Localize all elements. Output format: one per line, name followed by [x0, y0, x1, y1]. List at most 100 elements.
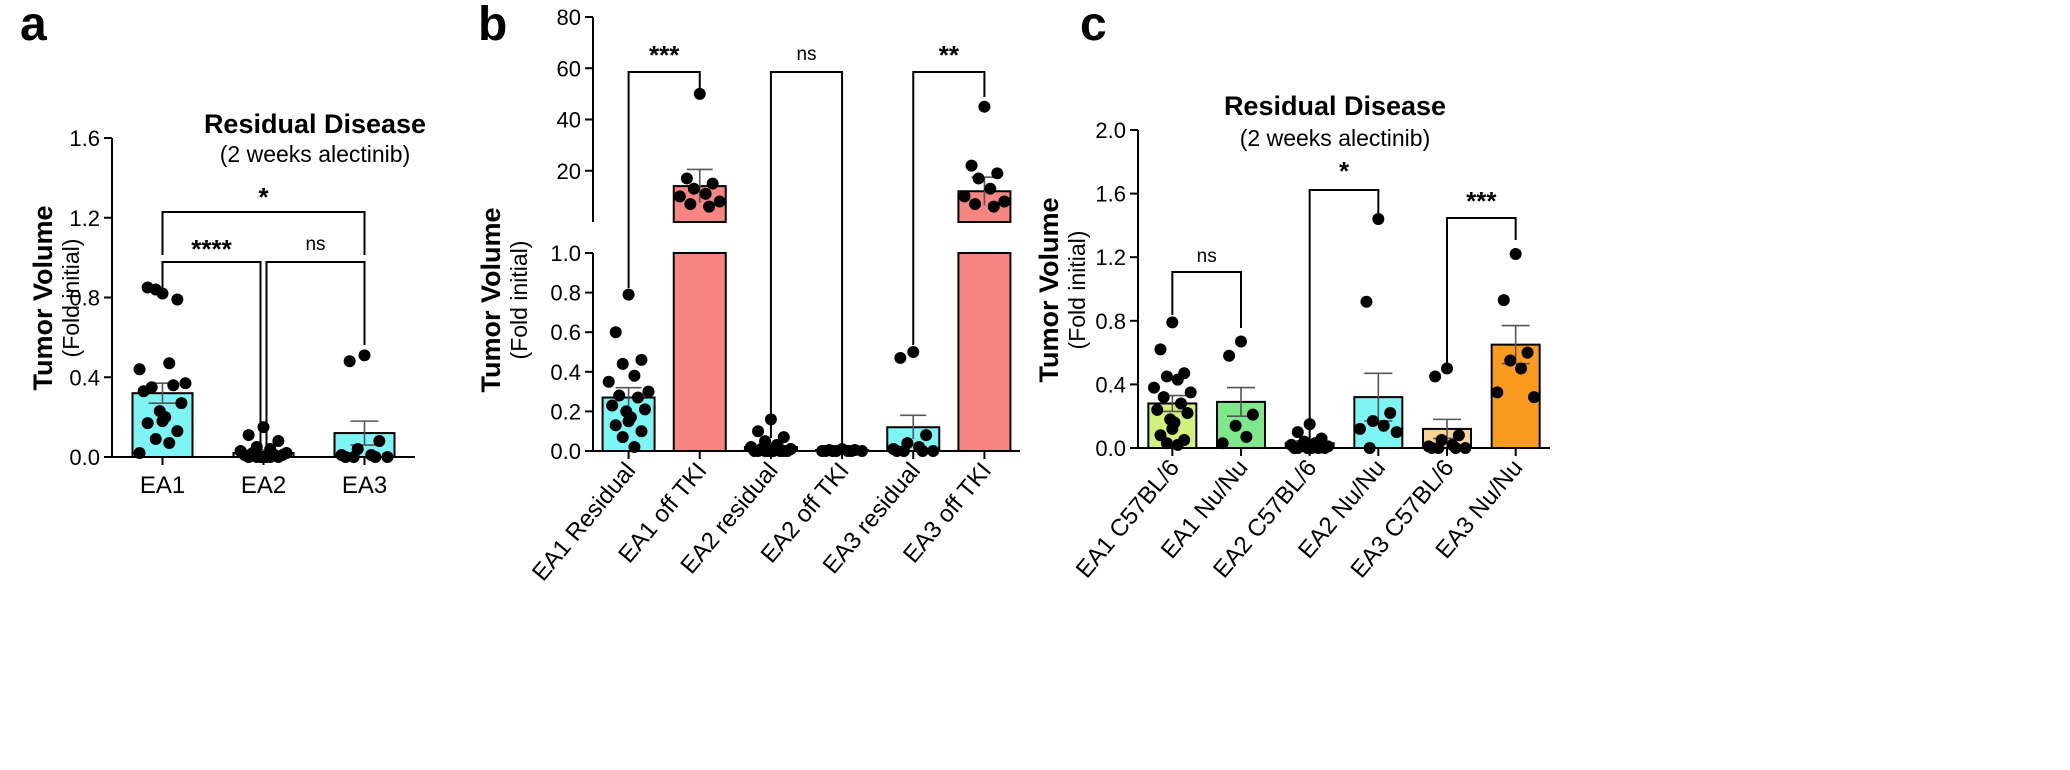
data-point: [343, 355, 356, 368]
significance-label: ns: [796, 44, 816, 65]
data-point: [1360, 295, 1373, 308]
data-point: [845, 445, 858, 457]
significance-bracket: [161, 261, 262, 452]
panel-c-ylabel-sub: (Fold initial): [1064, 231, 1090, 350]
data-point: [622, 415, 635, 428]
data-point: [156, 415, 169, 428]
y-tick-label: 0.8: [550, 281, 581, 306]
data-point: [759, 445, 772, 457]
panel-c-subtitle: (2 weeks alectinib): [1240, 125, 1430, 151]
data-point: [631, 391, 644, 404]
panel-c-title: Residual Disease: [1224, 91, 1446, 121]
significance-bracket: [265, 261, 366, 452]
data-point: [907, 346, 920, 358]
data-point: [1216, 437, 1229, 450]
data-point: [987, 200, 1000, 213]
data-point: [777, 445, 790, 457]
significance-label: *: [258, 182, 269, 212]
data-point: [381, 451, 394, 463]
data-point: [991, 167, 1004, 180]
data-point: [175, 397, 188, 410]
y-tick-label: 0.4: [550, 360, 581, 385]
y-tick-label: 1.2: [69, 206, 100, 231]
data-point: [358, 349, 371, 362]
data-point: [699, 187, 712, 200]
y-tick-label: 80: [557, 5, 581, 30]
data-point: [149, 433, 162, 446]
data-point: [171, 293, 184, 306]
data-point: [1160, 437, 1173, 450]
significance-bracket: [161, 211, 366, 255]
data-point: [894, 351, 907, 364]
significance-label: *: [1339, 156, 1350, 186]
data-point: [687, 182, 700, 195]
data-point: [916, 445, 929, 457]
data-point: [616, 357, 629, 370]
data-point: [972, 172, 985, 185]
data-point: [609, 419, 622, 432]
data-point: [1147, 381, 1160, 394]
data-point: [958, 190, 971, 203]
data-point: [369, 451, 382, 463]
data-point: [1509, 248, 1522, 261]
data-point: [703, 200, 716, 213]
x-tick-label: EA2: [241, 472, 286, 499]
x-tick-label: EA1 Residual: [527, 458, 641, 587]
data-point: [920, 429, 933, 442]
data-point: [1366, 414, 1379, 427]
data-point: [890, 445, 903, 457]
data-point: [1223, 349, 1236, 362]
data-point: [1353, 422, 1366, 435]
data-point: [1491, 386, 1504, 399]
significance-label: ****: [191, 234, 232, 264]
y-tick-label: 0.6: [550, 320, 581, 345]
bar-lower: [672, 252, 727, 452]
significance-bracket: [769, 71, 844, 443]
panel-a-letter: a: [20, 0, 47, 51]
panel-b-letter: b: [478, 0, 507, 51]
data-point: [141, 417, 154, 430]
data-point: [163, 357, 176, 370]
significance-bracket: [912, 71, 986, 345]
data-point: [179, 377, 192, 390]
data-point: [1235, 335, 1247, 348]
y-tick-label: 1.6: [1095, 182, 1126, 207]
significance-bracket: [1446, 217, 1517, 370]
y-tick-label: 0.0: [550, 439, 581, 464]
data-point: [1429, 370, 1442, 383]
data-point: [1425, 442, 1438, 454]
data-point: [638, 403, 651, 416]
significance-label: ***: [1466, 186, 1497, 216]
data-point: [680, 172, 693, 185]
data-point: [1154, 429, 1167, 442]
panel-a-subtitle: (2 weeks alectinib): [220, 141, 410, 167]
y-tick-label: 20: [557, 159, 581, 184]
y-tick-label: 2.0: [1095, 118, 1126, 143]
data-point: [1528, 391, 1541, 404]
data-point: [819, 445, 832, 457]
data-point: [250, 451, 263, 463]
data-point: [1157, 391, 1170, 404]
data-point: [272, 435, 285, 448]
data-point: [673, 190, 686, 203]
data-point: [984, 182, 997, 195]
y-tick-label: 0.8: [69, 286, 100, 311]
data-point: [171, 425, 184, 438]
data-point: [635, 425, 648, 438]
y-tick-label: 0.8: [1095, 309, 1126, 334]
data-point: [1291, 426, 1304, 439]
data-point: [1363, 442, 1376, 454]
data-point: [1291, 442, 1304, 454]
data-point: [1240, 430, 1253, 443]
data-point: [927, 445, 940, 457]
bar-lower: [957, 252, 1012, 452]
data-point: [642, 385, 655, 398]
data-point: [1171, 438, 1184, 451]
data-point: [1384, 407, 1397, 420]
data-point: [713, 195, 726, 208]
significance-bracket: [1308, 189, 1380, 443]
y-tick-label: 1.6: [69, 126, 100, 151]
data-point: [706, 177, 719, 190]
